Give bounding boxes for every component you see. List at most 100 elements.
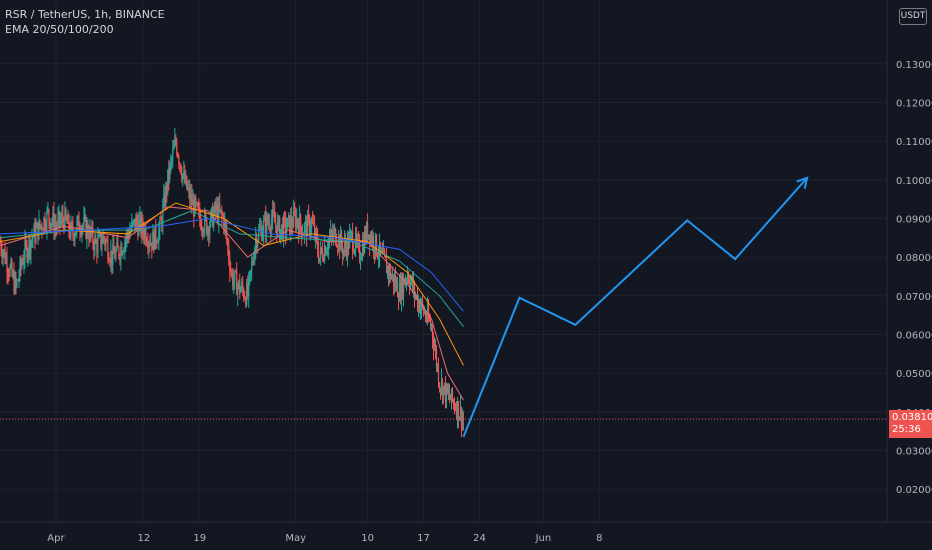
candle-body <box>28 238 30 253</box>
candle-body <box>400 277 403 301</box>
candle-body <box>13 273 15 293</box>
candle-body <box>402 278 405 297</box>
x-tick-label: Jun <box>535 533 552 544</box>
last-price-value: 0.03810 <box>892 412 932 424</box>
candle-body <box>231 271 233 274</box>
candle-body <box>246 284 248 305</box>
candle-body <box>344 241 346 250</box>
candle-body <box>384 255 387 259</box>
symbol-title[interactable]: RSR / TetherUS, 1h, BINANCE <box>5 8 165 21</box>
candle-body <box>124 241 126 251</box>
candle-body <box>274 214 276 223</box>
candle-body <box>233 280 235 286</box>
candle-body <box>225 220 227 229</box>
candle-body <box>321 247 323 252</box>
candle-body <box>10 262 12 267</box>
candle-body <box>153 231 155 250</box>
candle-body <box>373 250 376 254</box>
candle-body <box>157 242 159 244</box>
candle-body <box>29 238 31 254</box>
candle-body <box>58 211 60 218</box>
candle-body <box>247 284 249 297</box>
candle-body <box>241 283 243 290</box>
candle-body <box>271 218 273 231</box>
candle-body <box>193 200 195 217</box>
candle-body <box>106 241 108 242</box>
y-tick-label: 0.02000 <box>896 485 932 496</box>
candle-body <box>69 230 71 237</box>
candle-body <box>232 273 234 286</box>
candle-body <box>372 236 375 251</box>
candle-body <box>319 257 321 262</box>
candle-body <box>380 249 383 251</box>
candle-body <box>275 222 277 226</box>
candle-body <box>284 217 286 219</box>
candle-body <box>439 388 442 390</box>
candle-body <box>216 205 218 211</box>
candle-body <box>249 271 251 278</box>
candle-body <box>457 401 460 421</box>
candle-body <box>447 392 450 394</box>
candle-body <box>392 274 395 286</box>
candle-body <box>80 230 82 235</box>
candle-body <box>166 185 168 192</box>
candle-body <box>289 215 291 234</box>
candle-body <box>104 238 106 245</box>
candle-body <box>2 252 4 258</box>
candle-body <box>314 224 316 239</box>
candle-body <box>184 171 186 183</box>
candle-body <box>370 235 373 244</box>
candle-body <box>26 243 28 259</box>
currency-badge[interactable]: USDT <box>899 8 927 25</box>
candle-body <box>9 266 11 275</box>
candle-body <box>32 237 34 239</box>
candle-body <box>204 213 206 232</box>
candle-body <box>197 202 199 208</box>
candle-body <box>102 236 104 244</box>
x-tick-label: 10 <box>361 533 374 544</box>
candle-body <box>307 215 309 237</box>
candle-body <box>369 235 372 245</box>
x-tick-label: Apr <box>47 533 65 544</box>
candle-body <box>454 408 457 410</box>
candle-body <box>143 231 145 238</box>
candle-body <box>269 223 271 229</box>
candle-body <box>118 247 120 257</box>
candle-body <box>296 218 298 227</box>
candle-body <box>362 242 365 253</box>
candle-body <box>365 223 368 242</box>
time-axis[interactable]: Apr 12 19 May 10 17 24 Jun 8 <box>47 533 602 544</box>
candle-body <box>194 197 196 217</box>
candle-body <box>97 237 99 253</box>
candle-body <box>134 219 136 229</box>
candle-body <box>114 253 116 259</box>
candle-body <box>438 383 441 389</box>
candle-body <box>192 200 194 206</box>
candle-body <box>354 250 356 253</box>
indicator-label[interactable]: EMA 20/50/100/200 <box>5 23 114 36</box>
candle-body <box>71 222 73 227</box>
candle-body <box>277 220 279 236</box>
candle-body <box>335 228 337 244</box>
candle-body <box>41 225 43 230</box>
candle-body <box>415 295 418 297</box>
candle-body <box>183 171 185 175</box>
projection-line[interactable] <box>462 177 808 438</box>
candle-body <box>411 277 414 289</box>
candle-body <box>98 234 100 238</box>
candle-body <box>85 216 87 238</box>
candle-body <box>429 320 432 327</box>
candle-body <box>33 225 35 238</box>
candle-body <box>131 221 133 230</box>
candle-body <box>409 281 412 288</box>
candle-body <box>64 209 66 229</box>
candle-body <box>30 241 32 254</box>
candle-body <box>95 237 97 243</box>
candle-body <box>61 214 63 221</box>
candle-body <box>351 232 353 233</box>
candle-body <box>347 236 349 257</box>
